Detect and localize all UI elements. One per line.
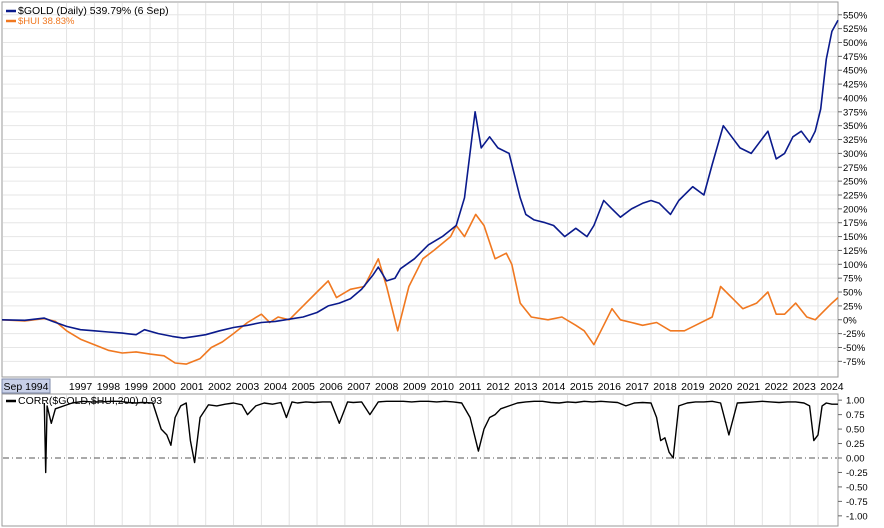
main-y-tick-label: 425% xyxy=(843,80,868,91)
x-tick-label: 2009 xyxy=(403,381,427,393)
correlation-panel: 1.00 0.75 0.50 0.25 0.00 -0.25 -0.50 -0.75 -1.00… xyxy=(1,393,868,527)
main-y-tick-label: 550% xyxy=(843,10,868,21)
gold-series-line xyxy=(1,19,839,339)
x-tick-label: 2023 xyxy=(792,381,816,393)
corr-y-tick-label: -0.75 xyxy=(846,497,868,508)
x-tick-label: 2017 xyxy=(625,381,649,393)
main-y-tick-label: 250% xyxy=(843,177,868,188)
main-vertical-grid xyxy=(66,3,819,376)
x-tick-label: 1998 xyxy=(97,381,121,393)
x-tick-label: 2006 xyxy=(319,381,343,393)
x-axis: Sep 1994 1997 1998 1999 2000 2001 2002 2003 200… xyxy=(1,378,844,394)
corr-legend: CORR($GOLD,$HUI,200) 0.93 xyxy=(6,395,162,407)
corr-y-tick-label: 0.75 xyxy=(846,410,865,421)
x-tick-label: 2021 xyxy=(737,381,761,393)
corr-legend-label: CORR($GOLD,$HUI,200) 0.93 xyxy=(18,395,162,407)
main-y-tick-label: 500% xyxy=(843,38,868,49)
x-tick-label: 2007 xyxy=(347,381,371,393)
x-tick-label: 2000 xyxy=(152,381,176,393)
x-tick-label: 2024 xyxy=(820,381,844,393)
corr-y-tick-label: 0.25 xyxy=(846,439,865,450)
main-y-tick-label: -50% xyxy=(843,343,866,354)
corr-y-tick-label: -0.50 xyxy=(846,482,868,493)
corr-y-axis-ticks: 1.00 0.75 0.50 0.25 0.00 -0.25 -0.50 -0.75 -1.00 xyxy=(838,396,868,522)
x-tick-label: 2004 xyxy=(264,381,288,393)
corr-y-tick-label: -0.25 xyxy=(846,468,868,479)
legend-gold-label: $GOLD (Daily) 539.79% (6 Sep) xyxy=(18,5,169,17)
main-y-tick-label: 400% xyxy=(843,93,868,104)
main-y-tick-label: 325% xyxy=(843,135,868,146)
main-y-tick-label: -25% xyxy=(843,329,866,340)
main-y-tick-label: 350% xyxy=(843,121,868,132)
main-series-layer xyxy=(1,19,839,365)
x-tick-label: 2008 xyxy=(375,381,399,393)
corr-series-line xyxy=(43,400,838,474)
x-tick-label: 2001 xyxy=(180,381,204,393)
x-tick-label: 2010 xyxy=(431,381,455,393)
main-y-tick-label: 150% xyxy=(843,232,868,243)
main-y-tick-label: 225% xyxy=(843,190,868,201)
corr-y-tick-label: -1.00 xyxy=(846,511,868,522)
x-tick-label: 2020 xyxy=(709,381,733,393)
main-y-tick-label: 50% xyxy=(843,288,863,299)
x-axis-start-label: Sep 1994 xyxy=(4,381,49,393)
main-y-tick-label: 275% xyxy=(843,163,868,174)
corr-vertical-grid xyxy=(66,395,819,525)
x-axis-start-box xyxy=(1,378,51,394)
main-y-tick-label: 0% xyxy=(843,315,857,326)
main-y-tick-label: 25% xyxy=(843,301,863,312)
main-legend: $GOLD (Daily) 539.79% (6 Sep)$HUI 38.83% xyxy=(6,5,169,27)
x-tick-label: 2002 xyxy=(208,381,232,393)
legend-hui-label: $HUI 38.83% xyxy=(18,16,75,27)
main-y-tick-label: 475% xyxy=(843,52,868,63)
main-y-tick-label: 75% xyxy=(843,274,863,285)
main-y-tick-label: 200% xyxy=(843,204,868,215)
main-y-tick-label: 300% xyxy=(843,149,868,160)
x-tick-label: 2018 xyxy=(653,381,677,393)
x-tick-label: 2016 xyxy=(598,381,622,393)
corr-y-tick-label: 1.00 xyxy=(846,396,865,407)
x-tick-label: 2022 xyxy=(765,381,789,393)
x-tick-label: 2019 xyxy=(681,381,705,393)
x-tick-label: 2011 xyxy=(459,381,482,393)
x-tick-label: 2013 xyxy=(514,381,538,393)
x-axis-tick-labels: 1997 1998 1999 2000 2001 2002 2003 2004 2005 2006… xyxy=(69,381,844,393)
main-y-tick-label: 175% xyxy=(843,218,868,229)
x-tick-label: 2015 xyxy=(570,381,594,393)
main-price-panel: 550% 525% 500% 475% 450% 425% 400% 375% 350% 325%… xyxy=(1,1,868,378)
main-y-tick-label: -75% xyxy=(843,357,866,368)
corr-y-tick-label: 0.50 xyxy=(846,425,865,436)
x-tick-label: 2012 xyxy=(486,381,510,393)
corr-y-tick-label: 0.00 xyxy=(846,454,865,465)
main-y-tick-label: 525% xyxy=(843,24,868,35)
x-tick-label: 2003 xyxy=(236,381,260,393)
main-y-tick-label: 450% xyxy=(843,66,868,77)
main-y-tick-label: 125% xyxy=(843,246,868,257)
x-tick-label: 2014 xyxy=(542,381,566,393)
main-y-tick-label: 375% xyxy=(843,107,868,118)
main-y-tick-label: 100% xyxy=(843,260,868,271)
x-tick-label: 1997 xyxy=(69,381,93,393)
main-y-axis-ticks: 550% 525% 500% 475% 450% 425% 400% 375% 350% 325%… xyxy=(838,10,868,368)
corr-series-layer xyxy=(43,400,838,474)
x-tick-label: 2005 xyxy=(292,381,316,393)
x-tick-label: 1999 xyxy=(125,381,149,393)
